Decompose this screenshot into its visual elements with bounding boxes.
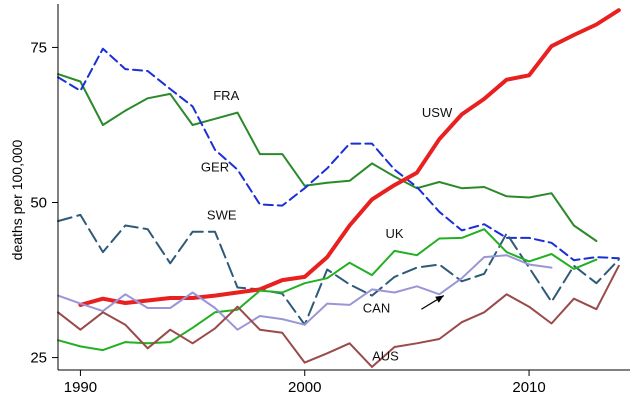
x-tick-label-2000: 2000 xyxy=(288,379,321,396)
series-line-usw xyxy=(78,8,621,307)
series-label-uk: UK xyxy=(385,226,403,241)
y-tick-label-50: 50 xyxy=(30,195,47,212)
series-line-fra xyxy=(57,73,598,242)
series-label-aus: AUS xyxy=(372,349,399,364)
arrow-head-can xyxy=(435,295,444,303)
series-label-ger: GER xyxy=(201,159,229,174)
series-label-swe: SWE xyxy=(207,207,237,222)
y-axis-label: deaths per 100,000 xyxy=(9,139,25,260)
x-tick-label-1990: 1990 xyxy=(64,379,97,396)
series-line-aus xyxy=(57,264,620,368)
plot-area: FRA GER SWE USW UK CAN AUS xyxy=(57,8,621,368)
y-tick-label-75: 75 xyxy=(30,39,47,56)
y-tick-label-25: 25 xyxy=(30,350,47,367)
x-tick-label-2010: 2010 xyxy=(512,379,545,396)
series-label-fra: FRA xyxy=(213,88,239,103)
axes: 25 50 75 1990 2000 2010 xyxy=(30,4,630,396)
series-label-usw: USW xyxy=(422,105,453,120)
series-line-ger xyxy=(57,47,620,262)
series-line-uk xyxy=(57,228,598,352)
series-label-can: CAN xyxy=(363,300,390,315)
series-line-can xyxy=(57,254,553,331)
